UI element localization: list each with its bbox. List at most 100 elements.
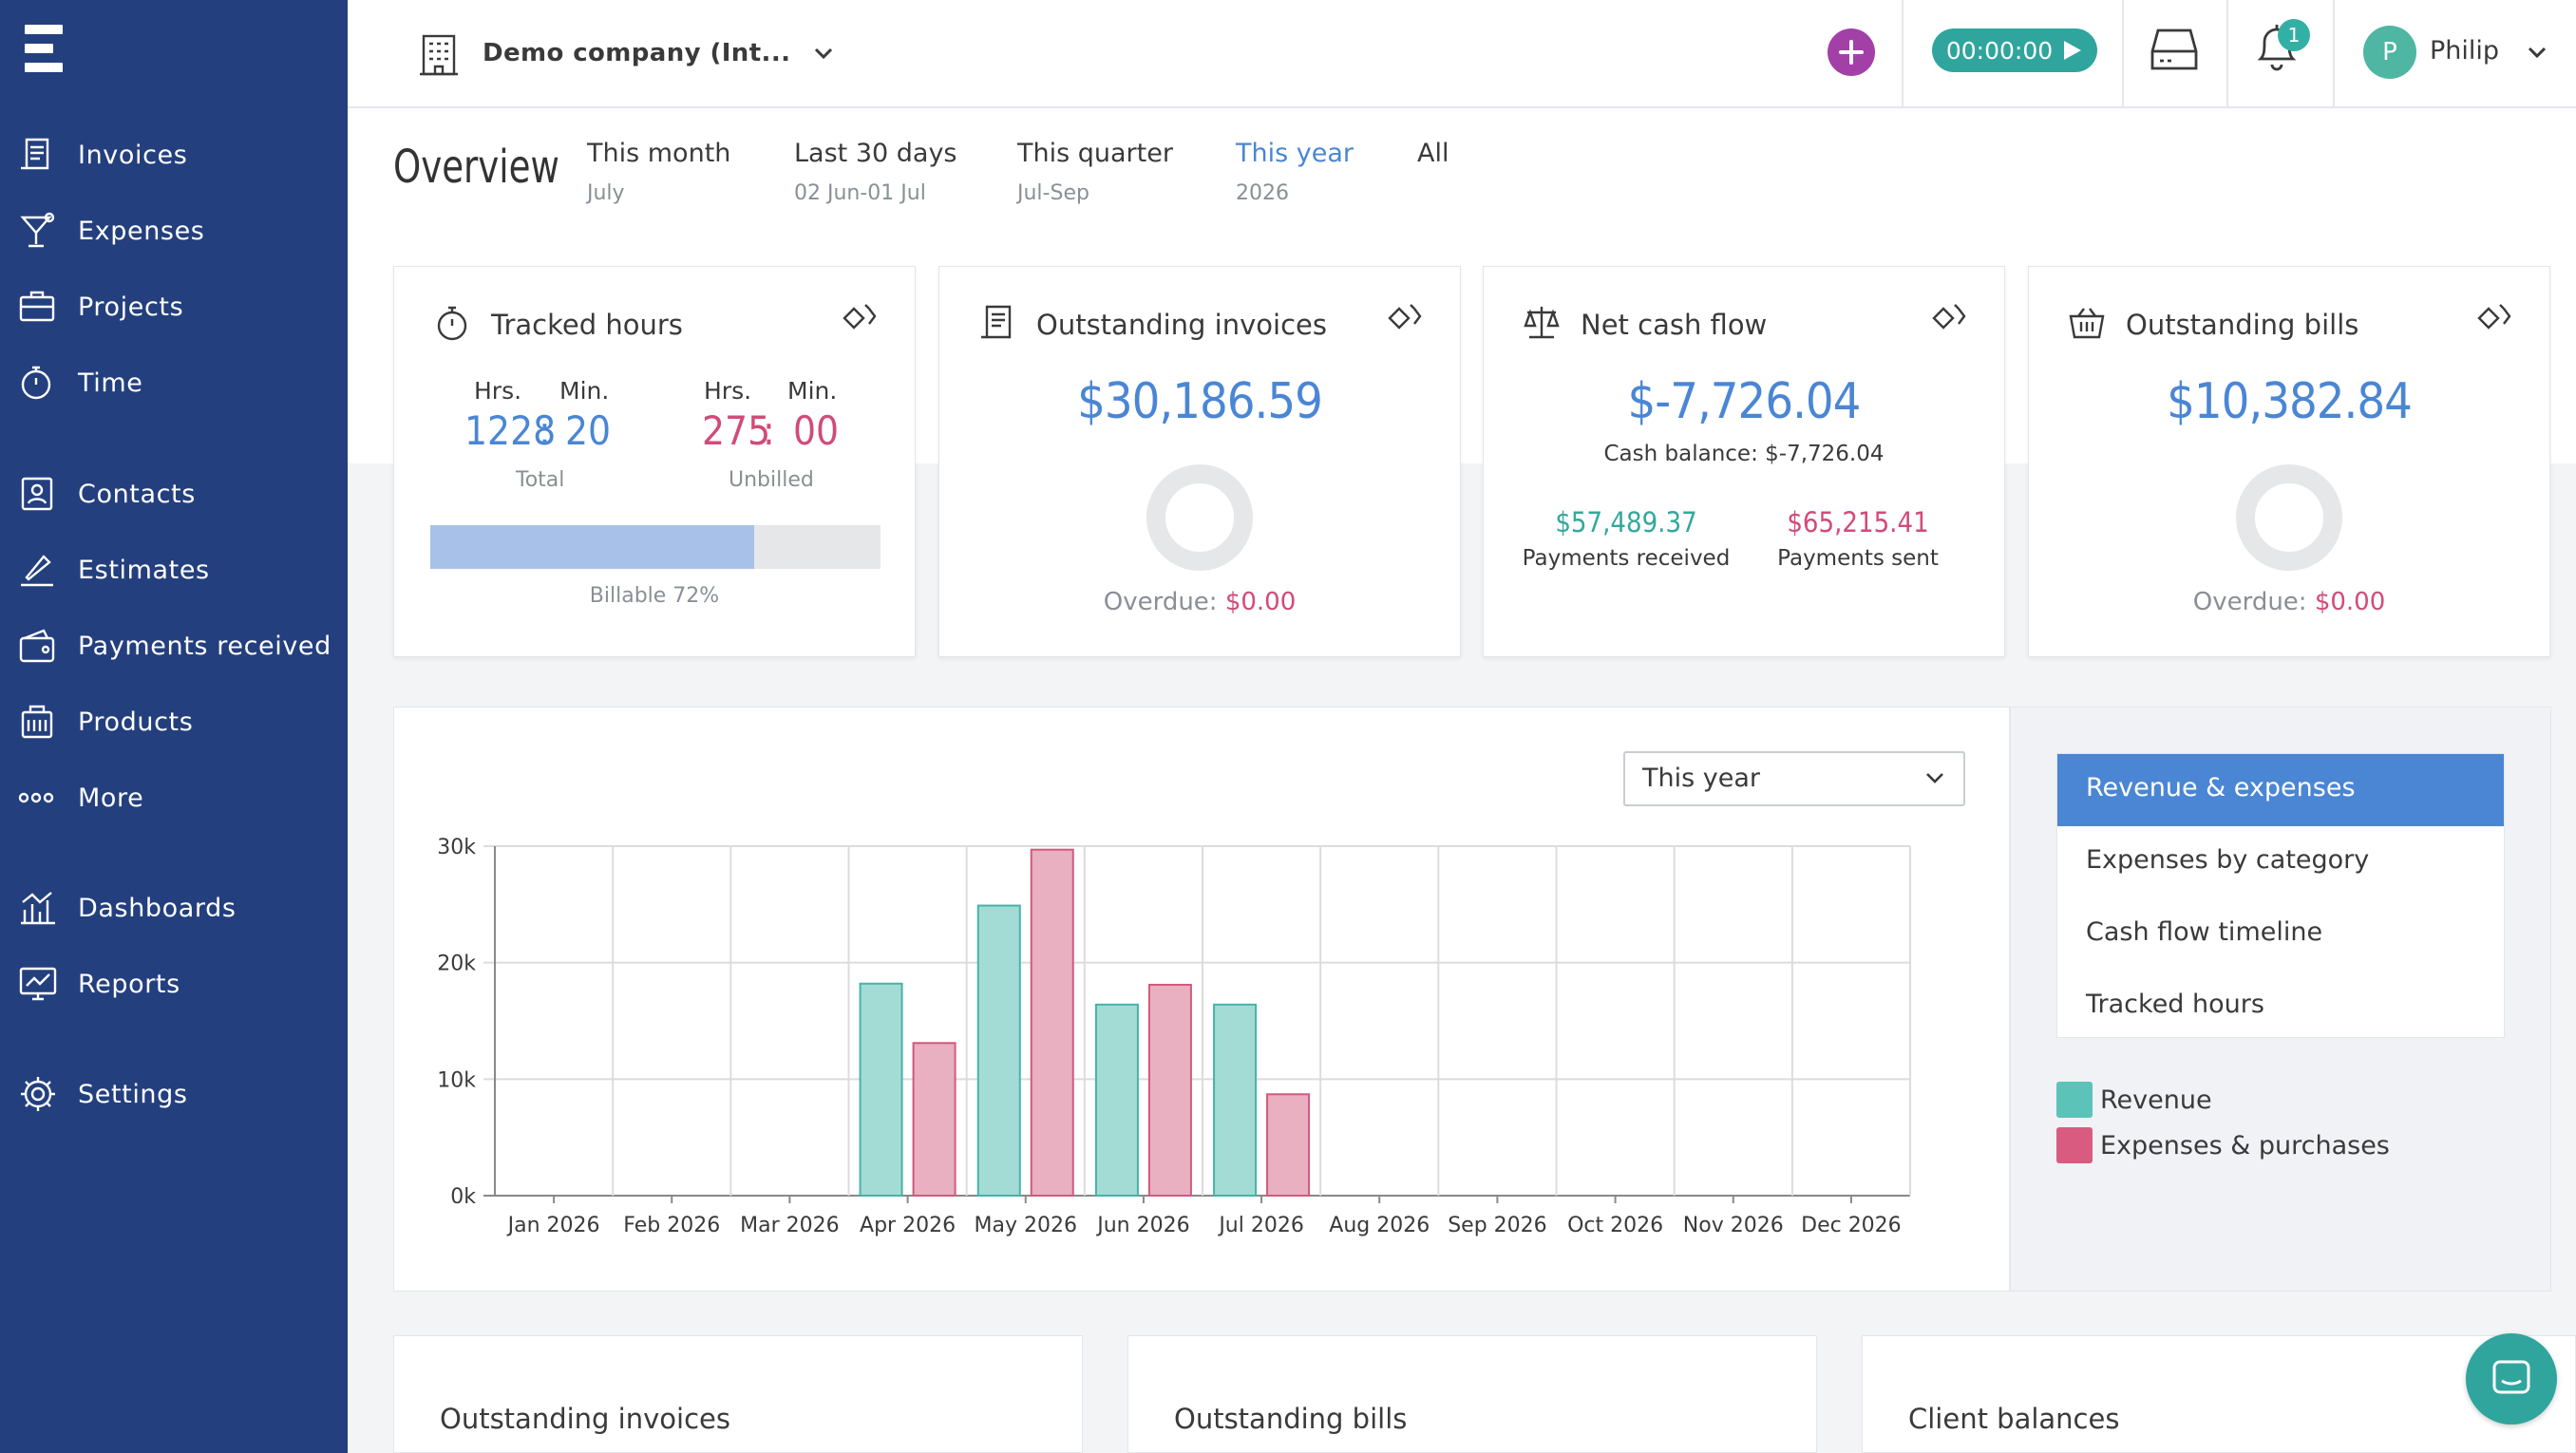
x-tick-label: May 2026 (975, 1214, 1077, 1237)
card-settings-icon[interactable] (2475, 301, 2515, 335)
card-title: Outstanding invoices (1036, 309, 1327, 341)
payments-received-amount: $57,489.37 (1555, 506, 1697, 538)
range-select[interactable]: This year (1623, 751, 1965, 806)
play-icon (2064, 41, 2082, 60)
time-colon: : (763, 407, 775, 454)
top-bar: Demo company (Int... 00:00:00 1 P Philip (348, 0, 2576, 108)
pen-ruler-icon (21, 555, 53, 587)
period-label: Last 30 days (794, 139, 957, 168)
report-icon (19, 967, 57, 1001)
y-tick-label: 10k (437, 1068, 476, 1092)
period-this-quarter[interactable]: This quarter Jul-Sep (1017, 139, 1173, 205)
sidebar-item-label: Reports (78, 969, 180, 999)
billable-label: Billable 72% (589, 584, 720, 608)
revenue-bar (976, 904, 1021, 1197)
divider (1902, 0, 1904, 108)
sidebar-item-products[interactable]: Products (0, 688, 348, 756)
sidebar-item-dashboards[interactable]: Dashboards (0, 874, 348, 942)
sidebar-item-projects[interactable]: Projects (0, 273, 348, 341)
scales-icon (1524, 307, 1560, 339)
card-settings-icon[interactable] (1386, 301, 1426, 335)
total-label: Total (516, 468, 565, 492)
x-tick-label: Oct 2026 (1567, 1214, 1663, 1237)
card-settings-icon[interactable] (841, 301, 881, 335)
avatar[interactable]: P (2363, 26, 2416, 79)
period-this-year[interactable]: This year 2026 (1236, 139, 1354, 205)
net-cash-amount: $-7,726.04 (1627, 373, 1862, 430)
outstanding-bills-card: Outstanding bills $10,382.84 Overdue: $0… (2028, 266, 2550, 657)
unbilled-label: Unbilled (729, 468, 814, 492)
sidebar: Invoices Expenses Projects Time Contacts… (0, 0, 348, 1453)
x-tick-label: Nov 2026 (1683, 1214, 1784, 1237)
sidebar-item-label: Payments received (78, 631, 331, 661)
min-label: Min. (559, 377, 610, 405)
chat-button[interactable] (2466, 1333, 2557, 1425)
sidebar-item-payments-received[interactable]: Payments received (0, 612, 348, 680)
inbox-icon[interactable] (2149, 27, 2200, 74)
period-label: This year (1236, 139, 1354, 168)
sidebar-item-label: Time (78, 368, 143, 398)
overdue-line: Overdue: $0.00 (939, 588, 1460, 616)
report-option-cash-flow-timeline[interactable]: Cash flow timeline (2086, 917, 2323, 947)
sidebar-item-settings[interactable]: Settings (0, 1060, 348, 1128)
x-tick-label: Sep 2026 (1448, 1214, 1546, 1237)
period-all[interactable]: All (1417, 139, 1449, 168)
donut-chart (2236, 464, 2342, 571)
notification-badge: 1 (2278, 19, 2310, 51)
report-option-revenue-expenses[interactable]: Revenue & expenses (2057, 754, 2504, 826)
net-cash-flow-card: Net cash flow $-7,726.04 Cash balance: $… (1483, 266, 2005, 657)
range-select-value: This year (1642, 764, 1760, 793)
company-name: Demo company (Int... (483, 39, 791, 67)
divider (2333, 0, 2335, 108)
total-hours: 1228 (464, 407, 557, 454)
y-tick-label: 30k (437, 836, 476, 859)
x-tick-label: Jul 2026 (1217, 1214, 1304, 1237)
expenses-bar (912, 1042, 957, 1197)
x-tick-label: Jun 2026 (1095, 1214, 1189, 1237)
sidebar-item-estimates[interactable]: Estimates (0, 536, 348, 604)
legend-expenses[interactable]: Expenses & purchases (2056, 1127, 2390, 1163)
expenses-bar (1030, 848, 1074, 1197)
x-tick-label: Apr 2026 (860, 1214, 956, 1237)
chevron-down-icon[interactable] (2525, 40, 2549, 65)
sidebar-item-contacts[interactable]: Contacts (0, 460, 348, 528)
company-switcher[interactable]: Demo company (Int... (418, 27, 836, 80)
sidebar-item-invoices[interactable]: Invoices (0, 121, 348, 189)
period-this-month[interactable]: This month July (587, 139, 730, 205)
card-title: Net cash flow (1581, 309, 1768, 341)
report-type-menu: Revenue & expenses Expenses by category … (2056, 753, 2505, 1038)
legend-revenue[interactable]: Revenue (2056, 1082, 2212, 1118)
overdue-label: Overdue: (2192, 588, 2307, 616)
chevron-down-icon (815, 47, 833, 60)
sidebar-item-reports[interactable]: Reports (0, 950, 348, 1018)
period-sub: July (587, 181, 625, 205)
report-option-expenses-by-category[interactable]: Expenses by category (2086, 845, 2370, 875)
sidebar-item-label: Projects (78, 292, 184, 322)
app-logo[interactable] (25, 25, 63, 74)
chart-side-panel: Revenue & expenses Expenses by category … (2010, 707, 2551, 1292)
report-option-tracked-hours[interactable]: Tracked hours (2086, 990, 2264, 1019)
user-name[interactable]: Philip (2430, 36, 2500, 66)
x-tick-label: Jan 2026 (506, 1214, 600, 1237)
sidebar-item-label: Dashboards (78, 893, 237, 923)
add-new-button[interactable] (1828, 28, 1875, 76)
timer-button[interactable]: 00:00:00 (1932, 28, 2097, 72)
card-title: Tracked hours (491, 309, 683, 341)
expenses-bar (1266, 1093, 1311, 1197)
period-last-30-days[interactable]: Last 30 days 02 Jun-01 Jul (794, 139, 957, 205)
sidebar-item-expenses[interactable]: Expenses (0, 197, 348, 265)
min-label: Min. (787, 377, 838, 405)
overdue-line: Overdue: $0.00 (2029, 588, 2549, 616)
products-icon (21, 705, 53, 739)
sidebar-item-time[interactable]: Time (0, 349, 348, 417)
invoice-icon (981, 305, 1012, 339)
cash-balance: Cash balance: $-7,726.04 (1603, 442, 1885, 466)
divider (2226, 0, 2228, 108)
hrs-label: Hrs. (704, 377, 752, 405)
sidebar-item-more[interactable]: More (0, 764, 348, 832)
payments-received-label: Payments received (1522, 546, 1731, 571)
bar-chart: 0k 10k 20k 30k Jan 2026 Feb 2026 Mar 2026 Apr 2… (437, 836, 1911, 1237)
card-settings-icon[interactable] (1930, 301, 1970, 335)
period-sub: 2026 (1236, 181, 1289, 205)
more-dots-icon (18, 792, 54, 803)
